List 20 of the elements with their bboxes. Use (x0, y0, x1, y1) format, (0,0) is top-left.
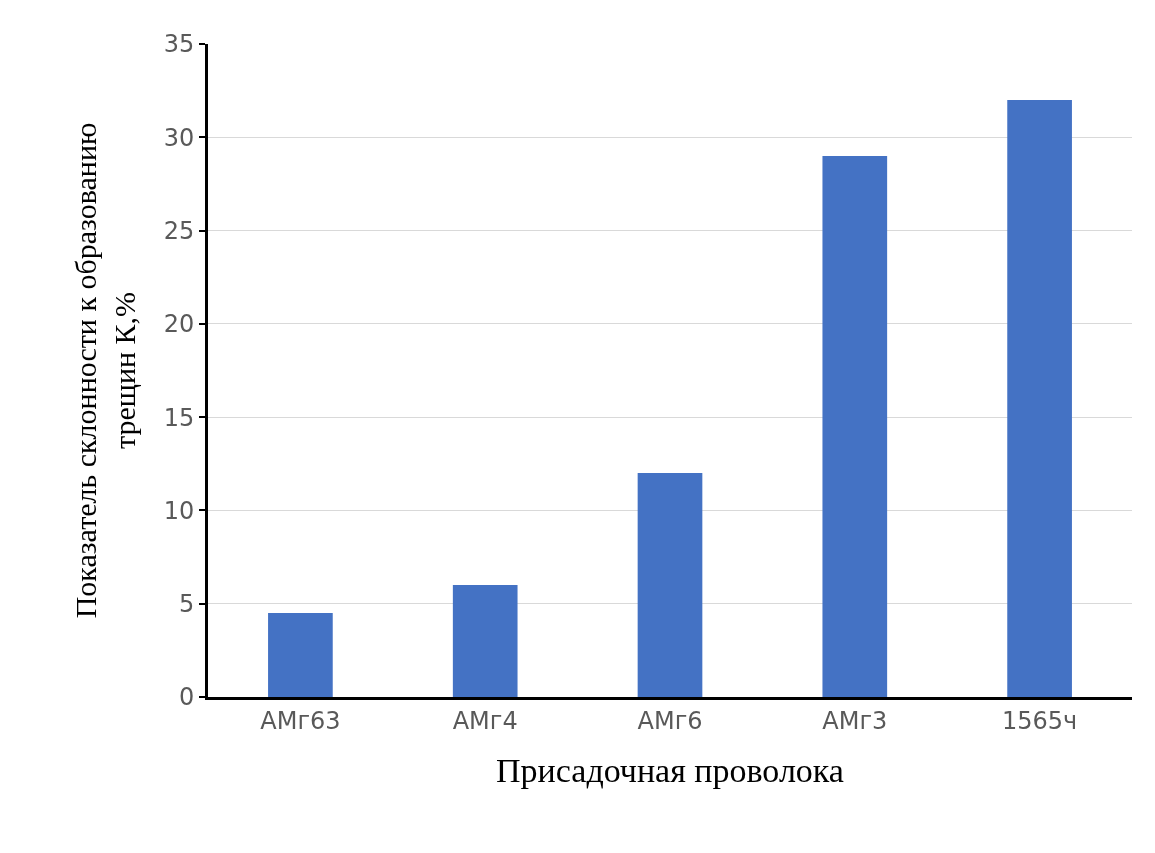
bar (822, 155, 888, 697)
x-tick-label: АМг3 (822, 706, 888, 735)
bar (452, 585, 518, 697)
y-tick-label: 15 (163, 403, 195, 432)
y-tick-label: 0 (178, 683, 195, 712)
bar (637, 473, 703, 697)
y-tick-label: 10 (163, 496, 195, 525)
bar (268, 613, 333, 697)
y-axis-title: Показатель склонности к образованию трещин К,% (68, 122, 141, 619)
x-tick-label: АМг63 (260, 706, 341, 735)
x-tick-label: 1565ч (1001, 706, 1078, 735)
y-tick-label: 20 (163, 310, 195, 339)
y-tick-label: 35 (163, 30, 195, 59)
y-tick-label: 30 (163, 123, 195, 152)
y-tick-label: 25 (163, 216, 195, 245)
x-tick-label: АМг4 (452, 706, 518, 735)
x-axis-title: Присадочная проволока (496, 752, 844, 790)
x-tick-label: АМг6 (637, 706, 703, 735)
bar (1007, 99, 1072, 697)
y-tick-label: 5 (178, 590, 195, 619)
